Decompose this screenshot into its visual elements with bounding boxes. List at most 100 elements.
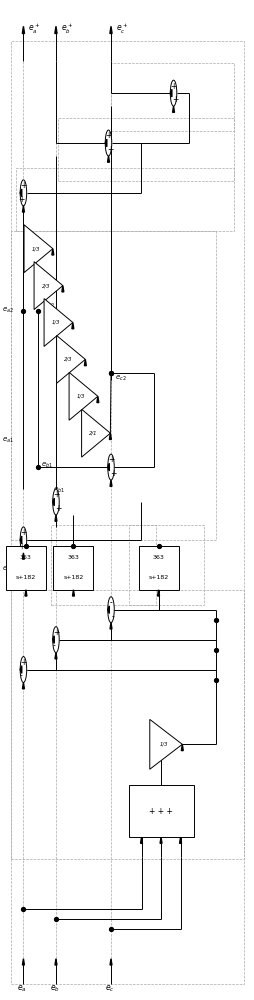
Text: -: - bbox=[20, 672, 23, 681]
Text: +: + bbox=[107, 145, 113, 154]
Polygon shape bbox=[81, 409, 110, 457]
Bar bbox=[110, 63, 233, 131]
Polygon shape bbox=[22, 553, 24, 559]
Polygon shape bbox=[20, 666, 22, 673]
Bar bbox=[53, 546, 93, 590]
Bar bbox=[128, 525, 203, 605]
Bar bbox=[6, 546, 46, 590]
Polygon shape bbox=[181, 744, 183, 751]
Polygon shape bbox=[22, 959, 24, 965]
Polygon shape bbox=[20, 536, 22, 544]
Polygon shape bbox=[140, 837, 142, 843]
Circle shape bbox=[53, 489, 59, 515]
Text: $e_c^+$: $e_c^+$ bbox=[116, 22, 128, 36]
Polygon shape bbox=[53, 636, 54, 643]
Polygon shape bbox=[109, 26, 112, 33]
Polygon shape bbox=[110, 623, 112, 629]
Polygon shape bbox=[53, 498, 54, 506]
Circle shape bbox=[53, 627, 59, 653]
Polygon shape bbox=[22, 682, 24, 689]
Text: +: + bbox=[55, 504, 61, 513]
Circle shape bbox=[170, 80, 176, 106]
Text: $e_{b1}$: $e_{b1}$ bbox=[53, 485, 65, 495]
Text: $e_{a2}$: $e_{a2}$ bbox=[3, 306, 14, 315]
Polygon shape bbox=[107, 463, 109, 471]
Text: +: + bbox=[109, 469, 116, 478]
Text: -: - bbox=[109, 598, 112, 607]
Polygon shape bbox=[56, 335, 85, 383]
Text: $e_a^+$: $e_a^+$ bbox=[28, 22, 40, 36]
Polygon shape bbox=[157, 590, 159, 596]
Polygon shape bbox=[22, 206, 24, 212]
Text: +: + bbox=[18, 542, 25, 551]
Text: s+182: s+182 bbox=[63, 575, 83, 580]
Text: $e_c$: $e_c$ bbox=[105, 983, 114, 994]
Text: +: + bbox=[105, 131, 111, 140]
Polygon shape bbox=[55, 26, 57, 33]
Polygon shape bbox=[52, 249, 54, 255]
Polygon shape bbox=[72, 322, 73, 329]
Polygon shape bbox=[44, 299, 73, 346]
Text: +: + bbox=[20, 181, 26, 190]
Polygon shape bbox=[105, 139, 106, 147]
Text: 363: 363 bbox=[67, 555, 79, 560]
Text: +: + bbox=[53, 628, 59, 637]
Text: $e_{a1}$: $e_{a1}$ bbox=[3, 565, 14, 574]
Text: $e_{c2}$: $e_{c2}$ bbox=[114, 374, 126, 383]
Text: +: + bbox=[53, 490, 59, 499]
Bar bbox=[16, 168, 233, 231]
Polygon shape bbox=[160, 837, 161, 843]
Text: $e_{a1}$: $e_{a1}$ bbox=[3, 436, 14, 445]
Circle shape bbox=[107, 597, 114, 623]
Polygon shape bbox=[109, 433, 111, 439]
Text: -: - bbox=[52, 642, 55, 651]
Circle shape bbox=[105, 130, 111, 156]
Text: 1/3: 1/3 bbox=[31, 246, 40, 251]
Text: +: + bbox=[172, 95, 178, 104]
Polygon shape bbox=[62, 286, 64, 292]
Polygon shape bbox=[22, 26, 24, 33]
Polygon shape bbox=[110, 480, 112, 486]
Text: $e_{h2}$: $e_{h2}$ bbox=[43, 301, 55, 310]
Polygon shape bbox=[24, 225, 53, 273]
Bar bbox=[11, 231, 215, 540]
Polygon shape bbox=[34, 262, 62, 310]
Circle shape bbox=[107, 454, 114, 480]
Text: +: + bbox=[20, 658, 26, 667]
Text: 1/3: 1/3 bbox=[159, 742, 167, 747]
Bar bbox=[11, 590, 243, 859]
Text: -: - bbox=[111, 612, 114, 621]
Polygon shape bbox=[172, 106, 174, 112]
Text: 363: 363 bbox=[152, 555, 164, 560]
Bar bbox=[138, 546, 178, 590]
Polygon shape bbox=[55, 515, 57, 521]
Polygon shape bbox=[170, 89, 171, 97]
Text: 2/3: 2/3 bbox=[42, 283, 50, 288]
Text: + + +: + + + bbox=[149, 807, 172, 816]
Text: +: + bbox=[18, 195, 25, 204]
Bar bbox=[58, 118, 233, 181]
Polygon shape bbox=[69, 372, 98, 420]
Polygon shape bbox=[107, 606, 109, 614]
Text: $e_{c1}$: $e_{c1}$ bbox=[78, 577, 90, 586]
Text: $e_b$: $e_b$ bbox=[50, 983, 59, 994]
Text: +: + bbox=[170, 82, 176, 91]
Text: s+182: s+182 bbox=[148, 575, 168, 580]
Bar bbox=[51, 525, 155, 605]
Polygon shape bbox=[20, 189, 22, 197]
Circle shape bbox=[20, 657, 27, 682]
Text: $e_{b1}$: $e_{b1}$ bbox=[41, 460, 53, 470]
Polygon shape bbox=[97, 396, 99, 403]
Polygon shape bbox=[55, 653, 57, 659]
Circle shape bbox=[20, 180, 27, 206]
Text: 1/3: 1/3 bbox=[76, 394, 85, 399]
Polygon shape bbox=[179, 837, 181, 843]
Text: 2/3: 2/3 bbox=[64, 357, 72, 362]
Polygon shape bbox=[55, 959, 57, 965]
Polygon shape bbox=[25, 590, 27, 596]
Polygon shape bbox=[72, 590, 74, 596]
Text: 1/3: 1/3 bbox=[52, 320, 60, 325]
Polygon shape bbox=[149, 719, 182, 769]
Bar bbox=[128, 785, 193, 837]
Text: +: + bbox=[107, 455, 114, 464]
